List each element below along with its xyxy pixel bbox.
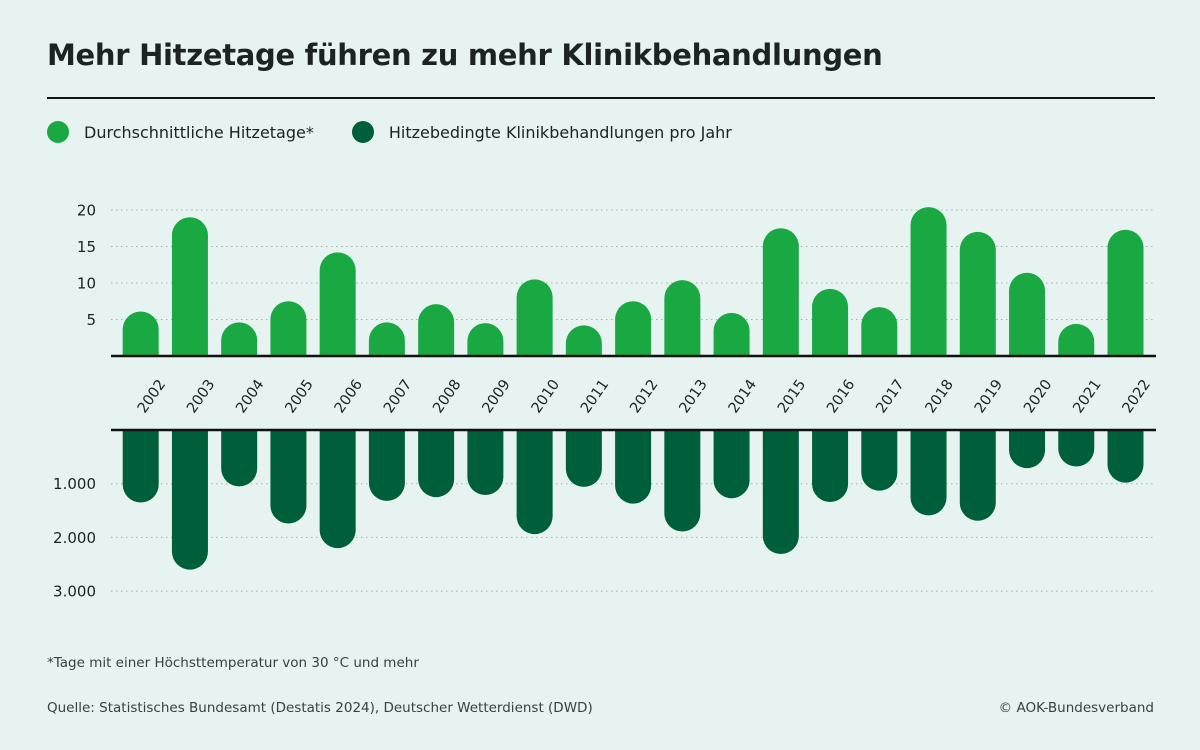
source-note: Quelle: Statistisches Bundesamt (Destati…: [47, 700, 593, 716]
bar-klinikbehandlungen-2022: [1107, 430, 1144, 483]
bar-hitzetage-2016: [812, 288, 849, 356]
x-tick-label: 2016: [824, 377, 858, 416]
y-tick-label: 15: [77, 238, 96, 256]
bar-hitzetage-2014: [713, 312, 750, 356]
bar-klinikbehandlungen-2010: [516, 430, 553, 535]
bar-hitzetage-2010: [516, 279, 553, 356]
x-tick-label: 2017: [873, 377, 907, 416]
bar-hitzetage-2020: [1009, 272, 1046, 356]
x-tick-label: 2012: [627, 377, 661, 416]
bar-hitzetage-2015: [762, 228, 799, 356]
bar-hitzetage-2009: [467, 323, 504, 356]
legend-label: Durchschnittliche Hitzetage*: [84, 122, 314, 142]
copyright: © AOK-Bundesverband: [998, 700, 1154, 716]
bar-hitzetage-2002: [122, 311, 159, 356]
x-tick-label: 2010: [529, 377, 563, 416]
y-tick-label: 1.000: [53, 475, 96, 493]
bar-klinikbehandlungen-2020: [1009, 430, 1046, 469]
y-tick-label: 20: [77, 202, 96, 220]
x-tick-label: 2003: [184, 377, 218, 416]
bar-klinikbehandlungen-2005: [270, 430, 307, 524]
y-tick-label: 2.000: [53, 529, 96, 547]
bar-klinikbehandlungen-2002: [122, 430, 159, 503]
bars-klinikbehandlungen: [122, 430, 1144, 570]
bar-hitzetage-2003: [171, 217, 208, 356]
y-tick-label: 5: [86, 311, 96, 329]
bar-hitzetage-2005: [270, 301, 307, 356]
x-tick-label: 2013: [677, 377, 711, 416]
x-tick-label: 2004: [233, 377, 267, 416]
bar-hitzetage-2008: [418, 304, 455, 356]
x-tick-label: 2019: [972, 377, 1006, 416]
x-tick-label: 2007: [381, 377, 415, 416]
y-tick-label: 10: [77, 275, 96, 293]
bar-klinikbehandlungen-2011: [565, 430, 602, 487]
legend-dot-icon: [351, 121, 374, 143]
legend: Durchschnittliche Hitzetage* Hitzebeding…: [47, 119, 770, 145]
x-tick-label: 2021: [1070, 377, 1104, 416]
bar-hitzetage-2019: [959, 231, 996, 356]
bar-klinikbehandlungen-2009: [467, 430, 504, 495]
legend-label: Hitzebedingte Klinikbehandlungen pro Jah…: [388, 122, 732, 142]
bar-hitzetage-2004: [221, 322, 258, 356]
legend-dot-icon: [47, 121, 69, 143]
bar-klinikbehandlungen-2007: [368, 430, 405, 501]
y-tick-label: 3.000: [53, 583, 96, 601]
x-tick-label: 2009: [480, 377, 514, 416]
legend-item-klinikbehandlungen: Hitzebedingte Klinikbehandlungen pro Jah…: [351, 121, 732, 143]
x-tick-label: 2006: [332, 377, 366, 416]
footnote: *Tage mit einer Höchsttemperatur von 30 …: [47, 655, 419, 671]
bar-klinikbehandlungen-2014: [713, 430, 750, 499]
bar-hitzetage-2018: [910, 207, 947, 356]
x-tick-label: 2020: [1021, 377, 1055, 416]
bar-klinikbehandlungen-2021: [1058, 430, 1095, 467]
bars-hitzetage: [122, 207, 1144, 356]
x-tick-label: 2008: [430, 377, 464, 416]
chart-title: Mehr Hitzetage führen zu mehr Klinikbeha…: [47, 38, 883, 72]
bar-hitzetage-2012: [615, 301, 652, 356]
bar-hitzetage-2022: [1107, 229, 1144, 356]
x-tick-label: 2022: [1120, 377, 1154, 416]
bar-hitzetage-2011: [565, 325, 602, 356]
x-tick-label: 2002: [135, 377, 169, 416]
bar-hitzetage-2017: [861, 307, 898, 356]
bar-klinikbehandlungen-2019: [959, 430, 996, 521]
x-tick-label: 2018: [923, 377, 957, 416]
bar-hitzetage-2021: [1058, 323, 1095, 356]
legend-item-hitzetage: Durchschnittliche Hitzetage*: [47, 121, 314, 143]
title-divider: [47, 97, 1155, 99]
x-tick-label: 2014: [726, 377, 760, 416]
bar-klinikbehandlungen-2015: [762, 430, 799, 555]
x-tick-label: 2015: [775, 377, 809, 416]
bar-klinikbehandlungen-2006: [319, 430, 356, 549]
bar-klinikbehandlungen-2017: [861, 430, 898, 491]
bar-hitzetage-2013: [664, 280, 701, 356]
bar-klinikbehandlungen-2004: [221, 430, 258, 487]
bar-klinikbehandlungen-2016: [812, 430, 849, 502]
axes: [111, 354, 1156, 432]
bar-klinikbehandlungen-2012: [615, 430, 652, 504]
bar-hitzetage-2006: [319, 252, 356, 356]
bar-klinikbehandlungen-2008: [418, 430, 455, 498]
x-tick-label: 2005: [283, 377, 317, 416]
bar-klinikbehandlungen-2018: [910, 430, 947, 516]
x-tick-label: 2011: [578, 377, 612, 416]
bar-klinikbehandlungen-2003: [171, 430, 208, 570]
bar-hitzetage-2007: [368, 322, 405, 356]
bar-klinikbehandlungen-2013: [664, 430, 701, 532]
